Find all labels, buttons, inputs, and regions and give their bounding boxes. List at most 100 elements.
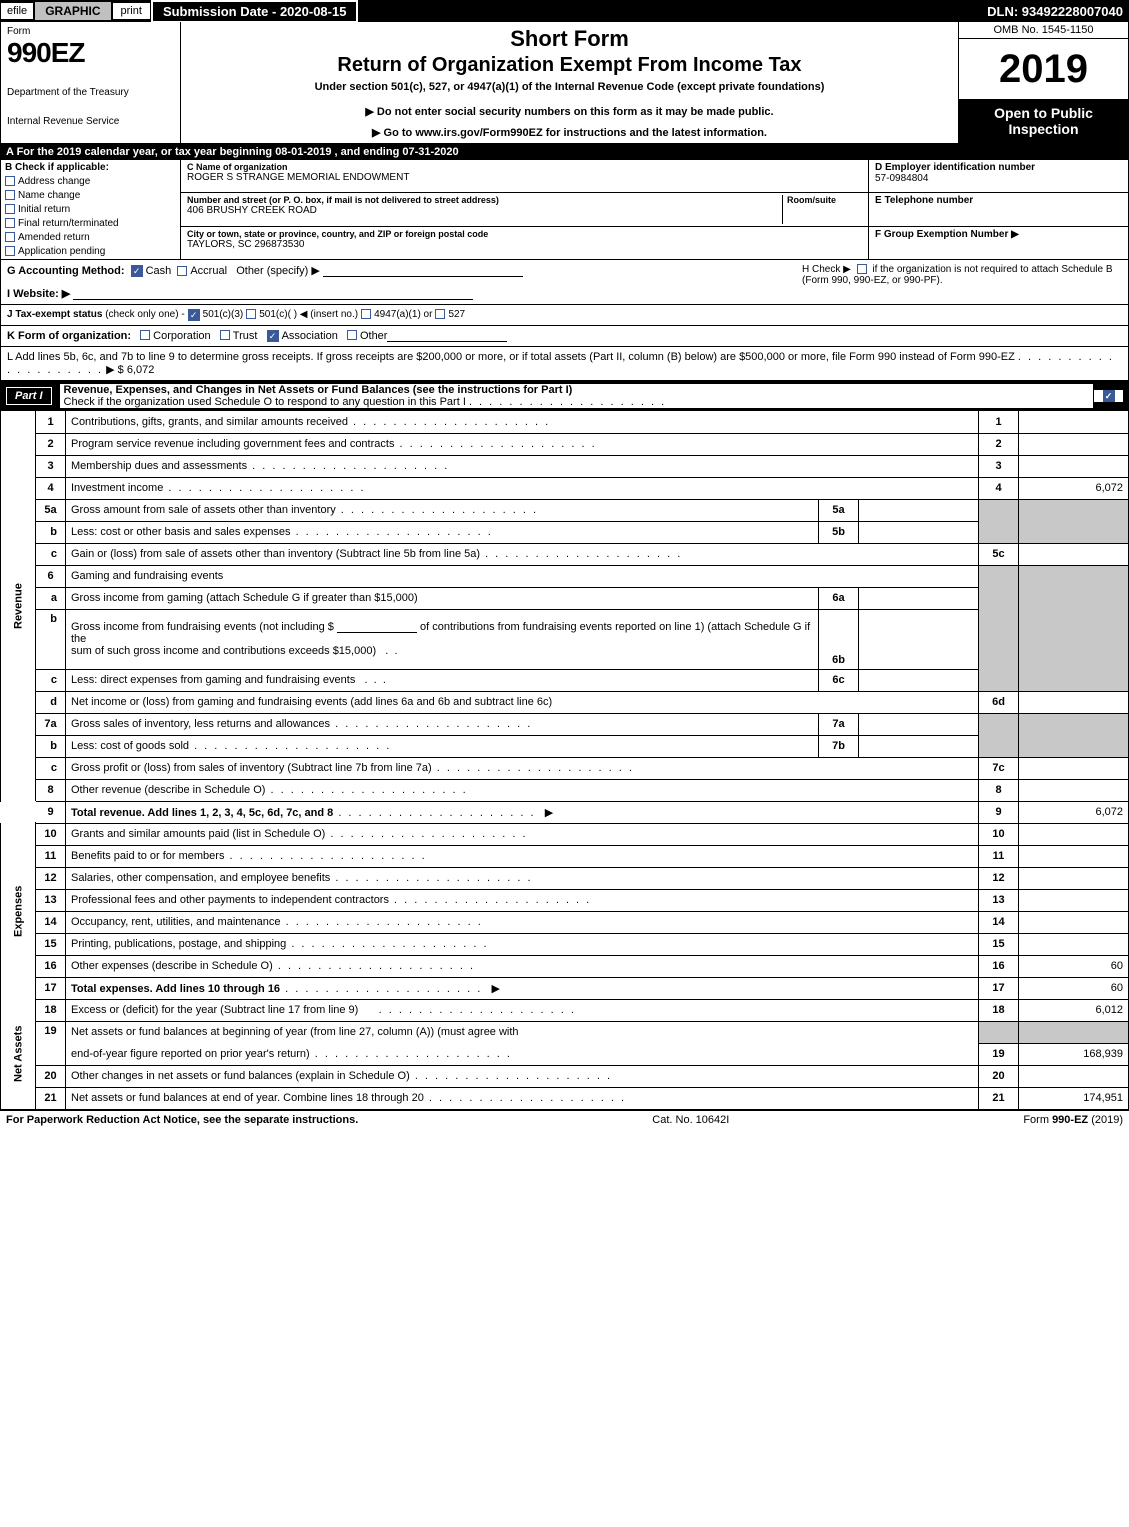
ln5c-desc: Gain or (loss) from sale of assets other… [66, 543, 979, 565]
section-g: G Accounting Method: ✓Cash Accrual Other… [7, 264, 802, 300]
ln2-num: 2 [36, 433, 66, 455]
ln3-rv [1019, 455, 1129, 477]
ln8-desc: Other revenue (describe in Schedule O) [66, 779, 979, 801]
efile-button[interactable]: efile [0, 2, 34, 20]
chk-initial-return[interactable]: Initial return [5, 204, 176, 215]
omb-number: OMB No. 1545-1150 [959, 22, 1128, 39]
chk-name-change[interactable]: Name change [5, 190, 176, 201]
ln3-num: 3 [36, 455, 66, 477]
h-sub: (Form 990, 990-EZ, or 990-PF). [802, 275, 1122, 286]
return-title: Return of Organization Exempt From Incom… [189, 54, 950, 77]
city-value: TAYLORS, SC 296873530 [187, 239, 862, 250]
chk-trust[interactable] [220, 330, 230, 340]
k-other-blank[interactable] [387, 330, 507, 342]
line-5c: c Gain or (loss) from sale of assets oth… [1, 543, 1129, 565]
form-header: Form 990EZ Department of the Treasury In… [0, 22, 1129, 144]
ln8-num: 8 [36, 779, 66, 801]
chk-h[interactable] [857, 264, 867, 274]
goto-suffix: for instructions and the latest informat… [543, 127, 767, 139]
ln11-desc: Benefits paid to or for members [66, 845, 979, 867]
ln6d-num: d [36, 691, 66, 713]
sidebar-expenses: Expenses [1, 823, 36, 999]
part-1-label: Part I [6, 387, 52, 405]
footer-form-number: 990-EZ [1052, 1114, 1088, 1126]
ln10-rn: 10 [979, 823, 1019, 845]
line-13: 13 Professional fees and other payments … [1, 889, 1129, 911]
chk-address-change[interactable]: Address change [5, 176, 176, 187]
chk-527[interactable] [435, 309, 445, 319]
chk-other-org[interactable] [347, 330, 357, 340]
ln21-desc: Net assets or fund balances at end of ye… [66, 1087, 979, 1109]
ln6-num: 6 [36, 565, 66, 587]
ln14-desc: Occupancy, rent, utilities, and maintena… [66, 911, 979, 933]
ln14-num: 14 [36, 911, 66, 933]
ln13-num: 13 [36, 889, 66, 911]
line-18: Net Assets 18 Excess or (deficit) for th… [1, 999, 1129, 1021]
submission-date: Submission Date - 2020-08-15 [151, 0, 359, 23]
graphic-button[interactable]: GRAPHIC [34, 1, 111, 21]
ln9-num: 9 [36, 801, 66, 823]
ln17-desc: Total expenses. Add lines 10 through 16 … [66, 977, 979, 999]
chk-501c3[interactable]: ✓ [188, 309, 200, 321]
ln10-desc: Grants and similar amounts paid (list in… [66, 823, 979, 845]
ln5ab-rn-shaded [979, 499, 1019, 543]
ln19-rn: 19 [979, 1043, 1019, 1065]
chk-cash[interactable]: ✓ [131, 265, 143, 277]
part-1-header: Part I Revenue, Expenses, and Changes in… [0, 381, 1129, 411]
short-form-title: Short Form [189, 26, 950, 52]
footer: For Paperwork Reduction Act Notice, see … [0, 1110, 1129, 1129]
line-11: 11 Benefits paid to or for members 11 [1, 845, 1129, 867]
ln20-rn: 20 [979, 1065, 1019, 1087]
ln7a-mn: 7a [819, 713, 859, 735]
goto-link[interactable]: www.irs.gov/Form990EZ [415, 127, 542, 139]
room-label: Room/suite [787, 195, 862, 205]
chk-corporation[interactable] [140, 330, 150, 340]
ln5ab-rv-shaded [1019, 499, 1129, 543]
section-d-e-f: D Employer identification number 57-0984… [868, 160, 1128, 259]
ln2-rn: 2 [979, 433, 1019, 455]
print-button[interactable]: print [112, 2, 151, 20]
footer-left: For Paperwork Reduction Act Notice, see … [6, 1114, 358, 1126]
chk-accrual[interactable] [177, 266, 187, 276]
ln7c-desc: Gross profit or (loss) from sales of inv… [66, 757, 979, 779]
ln3-rn: 3 [979, 455, 1019, 477]
chk-application-pending[interactable]: Application pending [5, 246, 176, 257]
ln11-rv [1019, 845, 1129, 867]
line-16: 16 Other expenses (describe in Schedule … [1, 955, 1129, 977]
section-j: J Tax-exempt status (check only one) - ✓… [0, 305, 1129, 326]
chk-name-change-label: Name change [18, 190, 80, 201]
line-2: 2 Program service revenue including gove… [1, 433, 1129, 455]
chk-association[interactable]: ✓ [267, 330, 279, 342]
line-5b: b Less: cost or other basis and sales ex… [1, 521, 1129, 543]
ln6d-rn: 6d [979, 691, 1019, 713]
ln7a-num: 7a [36, 713, 66, 735]
line-9: 9 Total revenue. Add lines 1, 2, 3, 4, 5… [1, 801, 1129, 823]
chk-501c[interactable] [246, 309, 256, 319]
header-center: Short Form Return of Organization Exempt… [181, 22, 958, 143]
footer-center: Cat. No. 10642I [652, 1114, 729, 1126]
section-h: H Check ▶ if the organization is not req… [802, 264, 1122, 286]
line-5a: 5a Gross amount from sale of assets othe… [1, 499, 1129, 521]
street-value: 406 BRUSHY CREEK ROAD [187, 205, 782, 216]
l-amount: 6,072 [127, 364, 155, 376]
chk-schedule-o-part1[interactable]: ✓ [1103, 390, 1115, 402]
chk-4947[interactable] [361, 309, 371, 319]
ln16-desc: Other expenses (describe in Schedule O) [66, 955, 979, 977]
j-label: J Tax-exempt status [7, 309, 102, 320]
arrow-icon: ▶ [491, 982, 499, 995]
ln6c-num: c [36, 669, 66, 691]
line-10: Expenses 10 Grants and similar amounts p… [1, 823, 1129, 845]
ln7c-num: c [36, 757, 66, 779]
section-l: L Add lines 5b, 6c, and 7b to line 9 to … [0, 347, 1129, 381]
chk-amended-return[interactable]: Amended return [5, 232, 176, 243]
h-prefix: H Check ▶ [802, 264, 854, 275]
chk-final-return[interactable]: Final return/terminated [5, 218, 176, 229]
website-blank[interactable] [73, 288, 473, 300]
ln13-rn: 13 [979, 889, 1019, 911]
ln12-rn: 12 [979, 867, 1019, 889]
g-other-blank[interactable] [323, 265, 523, 277]
ln5c-num: c [36, 543, 66, 565]
section-b-label: B Check if applicable: [5, 162, 109, 173]
chk-address-change-label: Address change [18, 176, 90, 187]
ln17-rv: 60 [1019, 977, 1129, 999]
